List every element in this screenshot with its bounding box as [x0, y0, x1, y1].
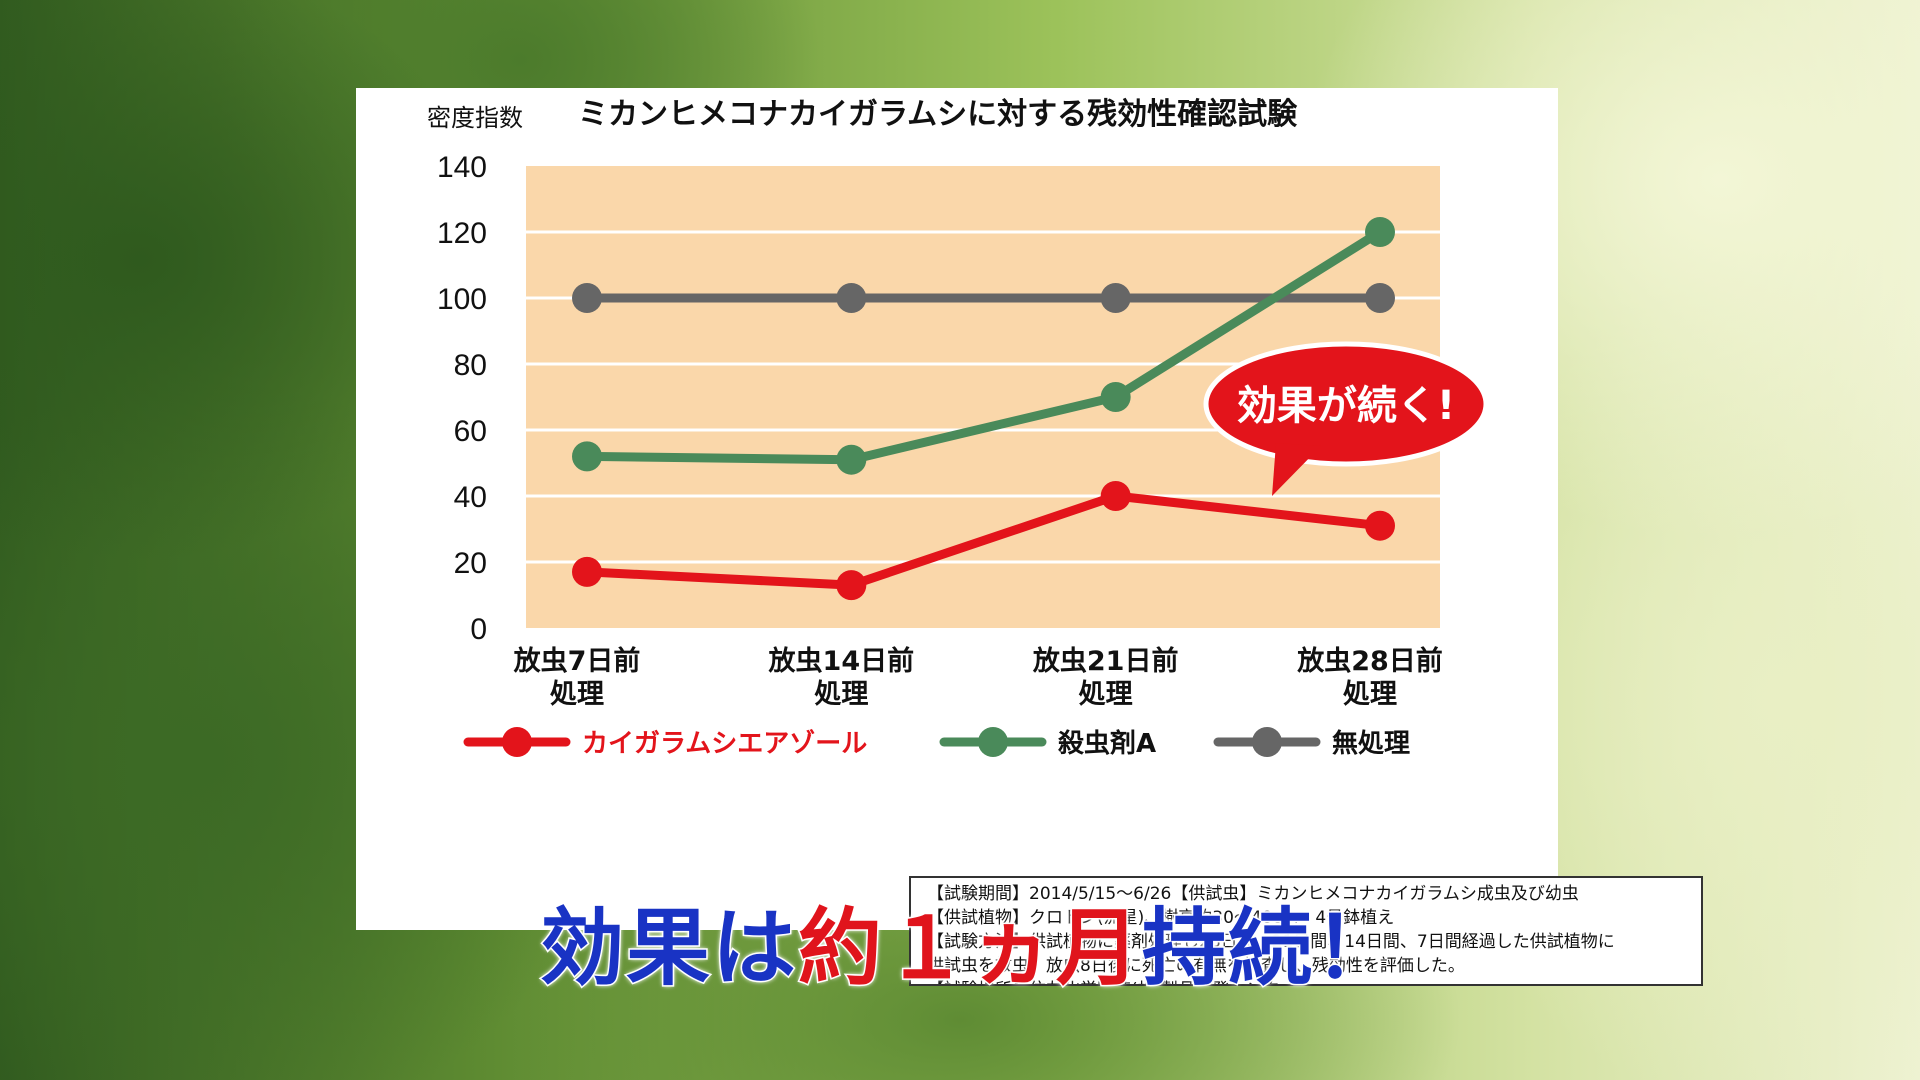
x-category-label: 放虫21日前: [1032, 645, 1179, 677]
y-tick-label: 80: [454, 349, 487, 382]
data-point: [836, 444, 867, 475]
data-point: [572, 441, 602, 472]
x-category-label: 放虫28日前: [1296, 645, 1443, 677]
legend-label: カイガラムシエアゾール: [582, 728, 867, 759]
callout-bubble: 効果が続く!: [1203, 341, 1489, 496]
chart-panel: 密度指数 ミカンヒメコナカイガラムシに対する残効性確認試験 0 20 40 60 80 1…: [356, 88, 1703, 986]
legend-swatch-marker: [1252, 727, 1282, 757]
y-tick-label: 20: [454, 547, 487, 580]
chart-title: ミカンヒメコナカイガラムシに対する残効性確認試験: [578, 97, 1298, 132]
series-lines: [572, 217, 1395, 601]
y-tick-label: 120: [437, 217, 487, 250]
y-tick-label: 60: [454, 415, 487, 448]
data-point: [1365, 217, 1395, 247]
y-tick-label: 140: [437, 151, 487, 184]
callout-ellipse: [1203, 341, 1489, 467]
info-line: 【試験場所】住友化学園芸(株)製品開発センター: [927, 978, 1685, 984]
data-point: [572, 556, 602, 587]
data-point: [1100, 283, 1131, 313]
info-line: 【供試植物】クロトン(流星)、樹高約30～40cm 4号鉢植え: [927, 908, 1395, 928]
data-point: [1365, 510, 1395, 541]
x-category-label: 処理: [550, 678, 604, 710]
y-axis-title: 密度指数: [427, 104, 523, 132]
data-point: [836, 283, 867, 313]
legend-swatch-marker: [502, 727, 532, 757]
data-point: [572, 283, 602, 313]
caption-part-effect: 効果は: [538, 898, 799, 999]
x-category-label: 処理: [1079, 678, 1133, 710]
y-tick-label: 40: [454, 481, 487, 514]
y-tick-labels: 0 20 40 60 80 100 120 140: [437, 151, 487, 646]
caption-part-lasting: 持続！: [1141, 898, 1401, 999]
line-chart: 密度指数 ミカンヒメコナカイガラムシに対する残効性確認試験 0 20 40 60 80 1…: [427, 97, 1489, 759]
x-category-label: 処理: [814, 678, 868, 710]
callout-text: 効果が続く!: [1237, 383, 1455, 429]
data-point: [836, 570, 867, 601]
data-point: [1100, 481, 1131, 511]
y-tick-label: 100: [437, 283, 487, 316]
data-point: [1100, 382, 1131, 412]
legend: カイガラムシエアゾール 殺虫剤A 無処理: [463, 727, 1410, 759]
series-line: [582, 227, 1385, 465]
legend-label: 殺虫剤A: [1058, 728, 1156, 759]
info-line: 供試虫を放虫。放虫8日後に死亡の有無を調査し、残効性を評価した。: [927, 956, 1465, 976]
info-line: 【試験期間】2014/5/15～6/26【供試虫】ミカンヒメコナカイガラムシ成虫…: [927, 884, 1579, 904]
legend-label: 無処理: [1332, 729, 1410, 759]
x-category-label: 放虫7日前: [513, 645, 641, 677]
data-point: [1365, 283, 1395, 313]
info-line: 【試験方法】供試植物に薬剤処理し28日間、21日間、14日間、7日間経過した供試…: [927, 932, 1615, 952]
test-conditions-box: 【試験期間】2014/5/15～6/26【供試虫】ミカンヒメコナカイガラムシ成虫…: [909, 876, 1703, 986]
bottom-caption: 効果は約１ヵ月持続！: [538, 888, 1480, 1008]
x-category-label: 放虫14日前: [768, 645, 915, 677]
series-line: [582, 491, 1385, 590]
y-tick-label: 0: [470, 613, 487, 646]
caption-part-duration: 約１ヵ月: [797, 898, 1143, 999]
legend-swatch-marker: [978, 727, 1008, 757]
x-category-label: 処理: [1343, 678, 1397, 710]
callout-pointer: [1272, 443, 1321, 496]
